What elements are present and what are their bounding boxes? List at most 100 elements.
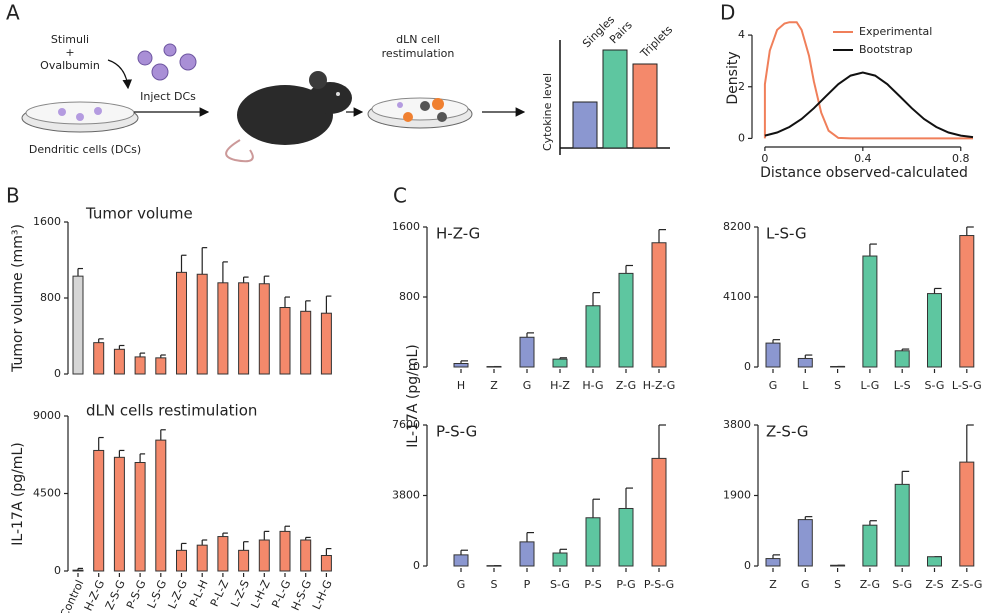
bar [618,272,634,368]
bar [618,507,634,567]
x-tick-label: 0 [761,152,768,165]
bar [453,554,469,567]
bar [927,293,942,368]
bar [651,242,667,368]
y-tick-label: 0 [54,367,61,380]
bar [862,524,878,567]
bar [320,555,332,572]
label: Cytokine level [541,73,554,151]
chart-title: H-Z-G [436,225,480,243]
label: Ovalbumin [40,59,100,72]
bar [830,365,846,368]
bar [519,541,535,567]
bar [176,271,187,375]
bar [927,556,942,567]
bar [196,273,208,375]
chart-title: Tumor volume [85,205,193,223]
x-tick-label: P-S-G [644,578,674,591]
y-tick-label: 7600 [392,418,420,431]
label: Dendritic cells (DCs) [29,143,141,156]
bar [155,439,167,572]
label: restimulation [382,47,455,60]
bar [894,483,910,567]
x-tick-label: G [457,578,466,591]
bar [238,549,250,572]
bar [552,552,568,567]
bar [279,530,291,572]
legend-label: Experimental [859,25,932,38]
bar [519,336,535,368]
panel-label: D [720,1,735,25]
panel-label: C [393,184,407,208]
diagram: Stimuli + Ovalbumin Dendritic cells (DCs… [21,13,675,163]
y-tick-label: 8200 [723,220,751,233]
y-axis-label: Density [725,51,741,104]
y-tick-label: 0 [413,360,420,373]
chart-title: P-S-G [436,423,477,441]
y-tick-label: 4100 [723,290,751,303]
y-axis-label: Tumor volume (mm³) [10,224,26,373]
bar [585,517,601,567]
bar [238,282,250,375]
bar [258,283,270,375]
x-tick-label: 0.8 [952,152,970,165]
bar [894,350,910,368]
x-tick-label: Z-S-G [103,578,128,612]
panel-label: B [6,184,20,208]
line [763,21,973,140]
x-tick-label: S [491,578,498,591]
bar [258,539,270,572]
bar [765,342,781,368]
y-tick-label: 800 [399,290,420,303]
x-tick-label: L-Z-G [165,578,190,611]
bar [300,310,312,375]
x-tick-label: G [801,578,810,591]
label: Inject DCs [140,90,196,103]
x-tick-label: Z-S [925,578,943,591]
bar [552,358,568,368]
x-tick-label: L-S-G [952,379,982,392]
panel-label: A [6,1,20,25]
x-tick-label: P [524,578,531,591]
legend-label: Bootstrap [859,43,913,56]
bar [300,539,312,572]
chart-title: dLN cells restimulation [86,402,257,420]
label: + [65,46,74,59]
bar [486,565,502,567]
x-tick-label: S [834,578,841,591]
schematic-bar [632,63,658,149]
bar [797,519,813,567]
x-tick-label: H-G [582,379,603,392]
x-tick-label: L-H-G [310,578,335,612]
bar [959,461,975,567]
bar [765,558,781,567]
x-tick-label: H-Z [550,379,570,392]
cells [58,107,102,121]
x-tick-label: S-G [925,379,945,392]
x-tick-label: Z [769,578,777,591]
schematic-bar [572,101,598,149]
y-tick-label: 0 [738,131,745,144]
x-tick-label: H-Z-G [643,379,675,392]
bar [134,462,146,572]
chart-title: L-S-G [766,225,807,243]
y-tick-label: 3800 [392,489,420,502]
x-tick-label: L [802,379,809,392]
x-tick-label: P-S [584,578,601,591]
y-tick-label: 1600 [33,215,61,228]
label: Triplets [637,23,675,61]
bar [279,307,291,375]
bar [155,357,167,375]
y-tick-label: 2 [738,80,745,93]
y-axis-label: IL-17A (pg/mL) [10,442,26,545]
x-tick-label: L-G [860,379,879,392]
bar [72,569,84,572]
x-tick-label: P-L-H [187,578,211,609]
bar [217,282,229,375]
bar [862,255,878,368]
bar [320,312,332,375]
x-tick-label: Z-G [616,379,636,392]
y-tick-label: 4500 [33,487,61,500]
y-tick-label: 1600 [392,220,420,233]
